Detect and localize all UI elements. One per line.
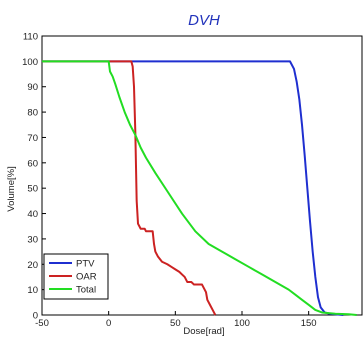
y-tick-label: 30 bbox=[27, 234, 38, 245]
x-tick-label: 50 bbox=[170, 318, 181, 329]
y-tick-label: 100 bbox=[22, 57, 38, 68]
y-axis-label: Volume[%] bbox=[6, 166, 17, 211]
y-tick-label: 70 bbox=[27, 133, 38, 144]
y-tick-label: 0 bbox=[33, 311, 38, 322]
x-tick-label: 100 bbox=[234, 318, 250, 329]
series-line-total bbox=[42, 60, 357, 316]
legend-label-oar: OAR bbox=[76, 272, 97, 283]
y-tick-label: 40 bbox=[27, 209, 38, 220]
x-axis: -50 0 50 100 150 bbox=[35, 311, 317, 329]
legend: PTV OAR Total bbox=[43, 253, 109, 300]
x-tick-label: -50 bbox=[35, 318, 49, 329]
y-tick-label: 10 bbox=[27, 285, 38, 296]
series-lines bbox=[42, 60, 357, 316]
y-axis: 0 10 20 30 40 50 60 70 80 90 100 110 bbox=[22, 32, 46, 322]
series-line-oar bbox=[42, 60, 217, 316]
chart-title: DVH bbox=[188, 12, 220, 29]
y-tick-label: 110 bbox=[23, 32, 38, 43]
y-tick-label: 60 bbox=[27, 158, 38, 169]
y-tick-label: 80 bbox=[27, 108, 38, 119]
y-tick-label: 90 bbox=[27, 82, 38, 93]
legend-label-ptv: PTV bbox=[76, 259, 95, 270]
x-axis-label: Dose[rad] bbox=[183, 326, 224, 337]
x-tick-label: 150 bbox=[301, 318, 317, 329]
x-tick-label: 0 bbox=[106, 318, 111, 329]
legend-label-total: Total bbox=[76, 285, 96, 296]
y-tick-label: 20 bbox=[27, 260, 38, 271]
y-tick-label: 50 bbox=[27, 184, 38, 195]
series-line-ptv bbox=[42, 60, 344, 316]
